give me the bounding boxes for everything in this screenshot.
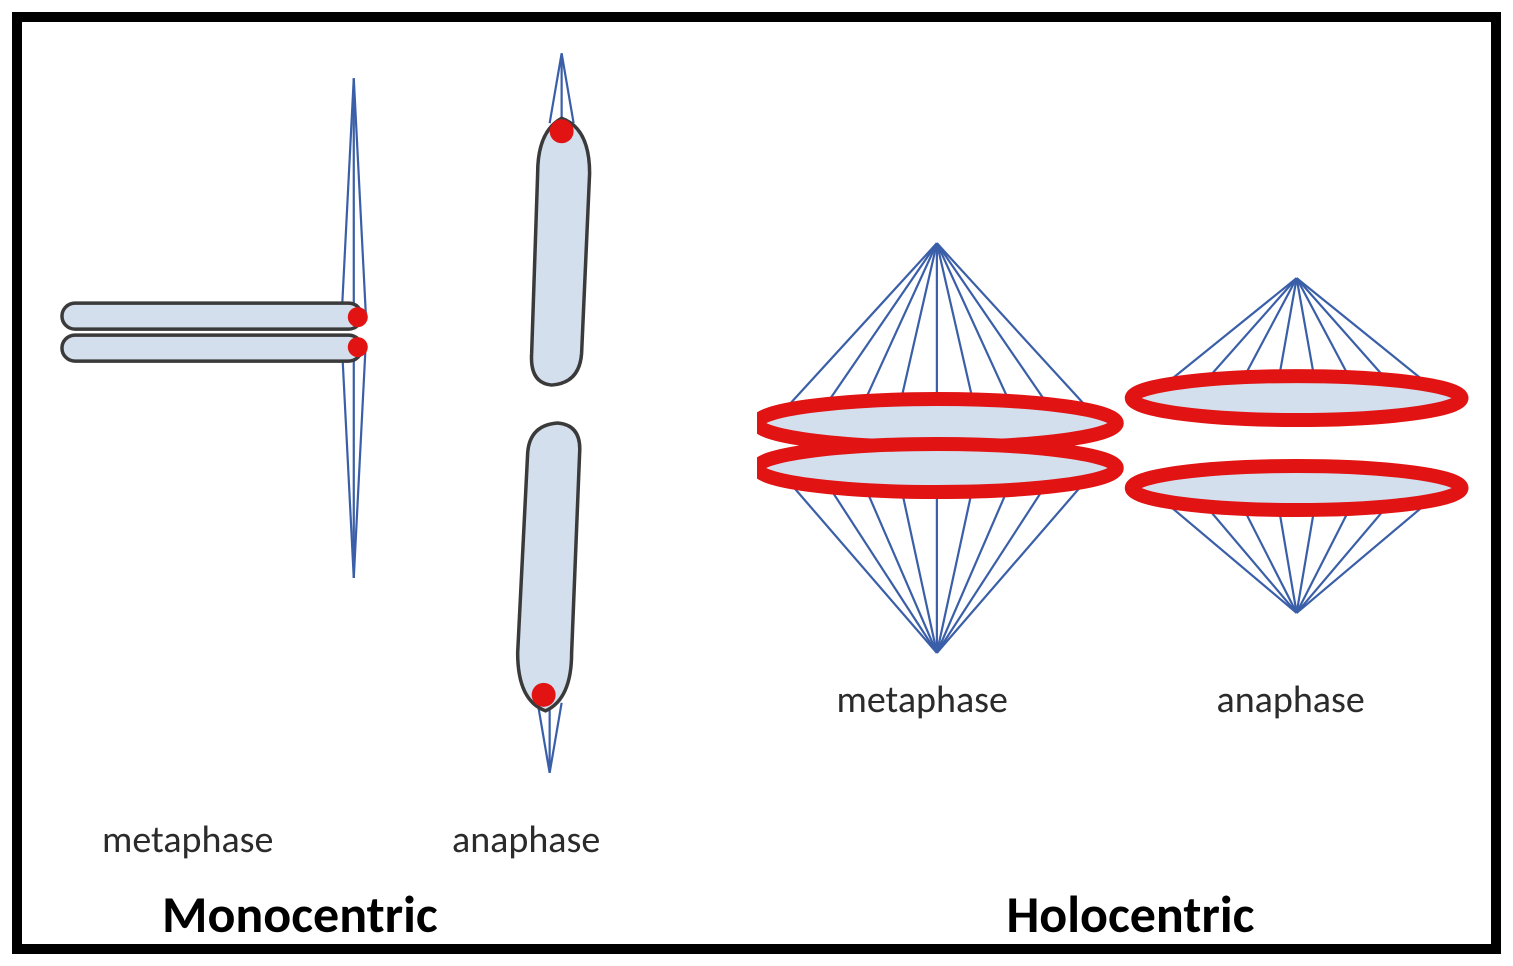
holo-metaphase-group [757,243,1117,653]
mono-metaphase-label: metaphase [102,817,273,863]
mono-metaphase-group [62,78,368,578]
holocentric-svg [757,22,1492,944]
mono-meta-chromatid-bottom [62,335,362,361]
holo-title: Holocentric [1007,882,1255,946]
mono-title: Monocentric [162,882,438,946]
holo-anaphase-label: anaphase [1217,677,1365,723]
mono-ana-lower-chromatid [518,423,580,711]
mono-ana-upper-spindles [550,53,574,123]
mono-ana-upper-chromatid [531,118,589,385]
holo-meta-spindles-top [776,243,1096,418]
mono-ana-lower-centromere [532,683,556,707]
mono-anaphase-label: anaphase [452,817,600,863]
mono-ana-upper-centromere [550,119,574,143]
panel-monocentric: metaphase anaphase Monocentric [22,22,757,944]
mono-ana-lower-spindles [538,703,562,773]
mono-meta-centromere-top [348,307,368,327]
mono-meta-centromere-bottom [348,337,368,357]
mono-anaphase-group [518,53,590,773]
mono-meta-chromatid-top [62,303,362,329]
holo-metaphase-label: metaphase [837,677,1008,723]
monocentric-svg [22,22,757,944]
mono-ana-lower [518,423,580,773]
mono-ana-upper [531,53,589,385]
holo-anaphase-group [1131,278,1461,613]
diagram-frame: metaphase anaphase Monocentric [12,12,1501,954]
panel-holocentric: metaphase anaphase Holocentric [757,22,1492,944]
